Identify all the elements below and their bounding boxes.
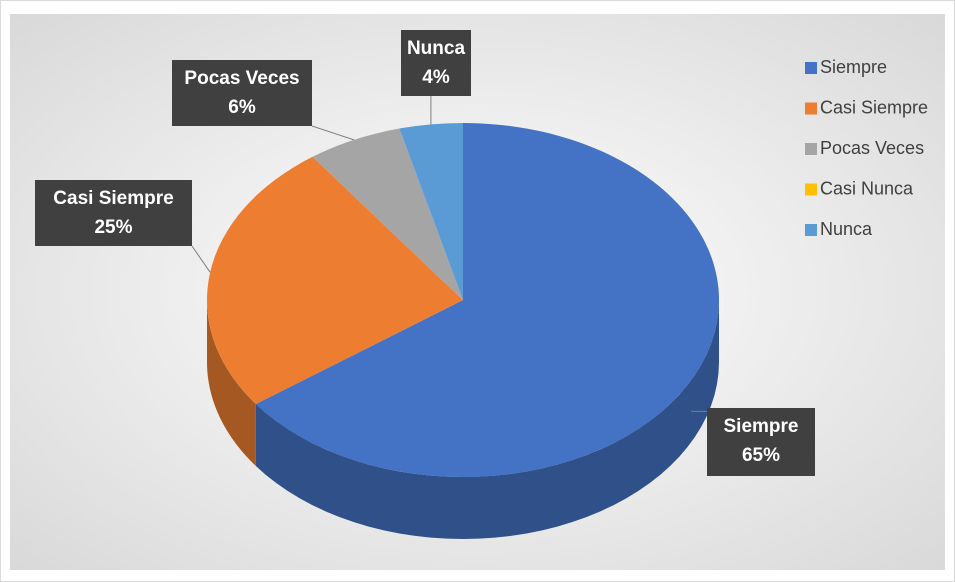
legend-swatch <box>805 102 817 115</box>
legend: Siempre Casi Siempre Pocas Veces Casi Nunca… <box>805 57 928 239</box>
slice <box>207 156 463 405</box>
leader-line <box>191 245 211 273</box>
label-value: 4% <box>422 67 450 88</box>
slice-side <box>255 300 719 539</box>
label-box <box>401 30 471 96</box>
legend-label: Siempre <box>820 57 887 77</box>
label-box <box>172 60 312 126</box>
legend-swatch <box>805 183 817 196</box>
legend-swatch <box>805 224 817 236</box>
slice <box>312 128 463 300</box>
label-category: Nunca <box>407 38 466 59</box>
label-box <box>707 408 815 476</box>
legend-label: Casi Siempre <box>820 97 928 117</box>
label-category: Siempre <box>724 416 799 437</box>
label-value: 6% <box>228 97 256 118</box>
pie <box>207 123 719 539</box>
label-category: Pocas Veces <box>184 68 299 89</box>
slice <box>399 123 463 300</box>
label-box <box>35 180 192 246</box>
legend-label: Casi Nunca <box>820 178 914 198</box>
legend-label: Pocas Veces <box>820 138 924 158</box>
legend-swatch <box>805 62 817 74</box>
slice <box>255 123 719 477</box>
legend-label: Nunca <box>820 219 873 239</box>
label-category: Casi Siempre <box>53 188 173 209</box>
slice-side <box>207 300 256 467</box>
leader-line <box>311 125 355 141</box>
label-value: 65% <box>742 445 780 466</box>
legend-swatch <box>805 143 817 155</box>
data-labels: Siempre 65% Casi Siempre 25% Pocas Veces 6% Nu… <box>35 30 815 476</box>
label-value: 25% <box>94 217 132 238</box>
